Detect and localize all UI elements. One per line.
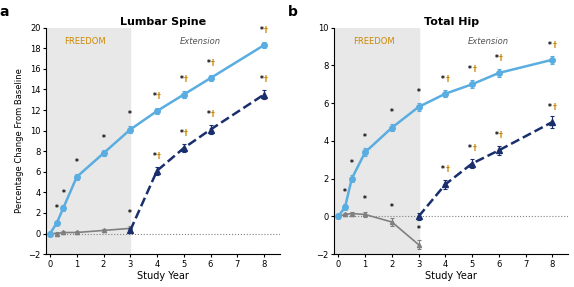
Text: *: * bbox=[495, 54, 499, 63]
Text: *: * bbox=[417, 88, 421, 97]
Text: *: * bbox=[343, 188, 347, 197]
Text: †: † bbox=[499, 131, 503, 140]
Text: †: † bbox=[157, 152, 161, 160]
Text: †: † bbox=[553, 103, 556, 112]
Text: *: * bbox=[75, 158, 79, 167]
Text: *: * bbox=[153, 92, 157, 101]
Text: *: * bbox=[417, 226, 421, 234]
X-axis label: Study Year: Study Year bbox=[425, 272, 478, 282]
Text: *: * bbox=[153, 152, 157, 160]
X-axis label: Study Year: Study Year bbox=[137, 272, 189, 282]
Text: FREEDOM: FREEDOM bbox=[64, 37, 106, 46]
Y-axis label: Percentage Change From Baseline: Percentage Change From Baseline bbox=[15, 68, 24, 213]
Text: †: † bbox=[184, 129, 188, 138]
Text: *: * bbox=[350, 160, 354, 168]
Text: †: † bbox=[211, 110, 215, 119]
Text: †: † bbox=[211, 59, 215, 68]
Text: *: * bbox=[207, 110, 210, 119]
Text: *: * bbox=[180, 75, 184, 84]
Bar bbox=[325, 28, 418, 254]
Text: b: b bbox=[288, 5, 297, 19]
Text: †: † bbox=[472, 144, 476, 153]
Text: †: † bbox=[499, 54, 503, 63]
Text: *: * bbox=[495, 131, 499, 140]
Text: *: * bbox=[548, 103, 552, 112]
Text: *: * bbox=[61, 189, 65, 198]
Text: *: * bbox=[363, 195, 367, 204]
Title: Lumbar Spine: Lumbar Spine bbox=[120, 17, 206, 27]
Text: *: * bbox=[441, 165, 445, 174]
Text: FREEDOM: FREEDOM bbox=[353, 37, 394, 46]
Text: *: * bbox=[468, 65, 472, 74]
Text: *: * bbox=[180, 129, 184, 138]
Text: †: † bbox=[184, 75, 188, 84]
Text: *: * bbox=[260, 75, 264, 84]
Text: *: * bbox=[468, 144, 472, 153]
Title: Total Hip: Total Hip bbox=[424, 17, 479, 27]
Text: †: † bbox=[264, 26, 268, 35]
Text: Extension: Extension bbox=[468, 37, 509, 46]
Bar bbox=[37, 28, 130, 254]
Text: *: * bbox=[260, 26, 264, 35]
Text: Extension: Extension bbox=[179, 37, 220, 46]
Text: *: * bbox=[129, 110, 132, 119]
Text: *: * bbox=[390, 108, 394, 117]
Text: †: † bbox=[472, 65, 476, 74]
Text: a: a bbox=[0, 5, 9, 19]
Text: *: * bbox=[102, 134, 106, 143]
Text: *: * bbox=[548, 40, 552, 50]
Text: †: † bbox=[553, 40, 556, 50]
Text: *: * bbox=[207, 59, 210, 68]
Text: *: * bbox=[441, 75, 445, 84]
Text: †: † bbox=[157, 92, 161, 101]
Text: †: † bbox=[445, 165, 449, 174]
Text: *: * bbox=[363, 133, 367, 142]
Text: †: † bbox=[445, 75, 449, 84]
Text: *: * bbox=[129, 209, 132, 218]
Text: *: * bbox=[55, 204, 59, 213]
Text: †: † bbox=[264, 75, 268, 84]
Text: *: * bbox=[390, 203, 394, 212]
